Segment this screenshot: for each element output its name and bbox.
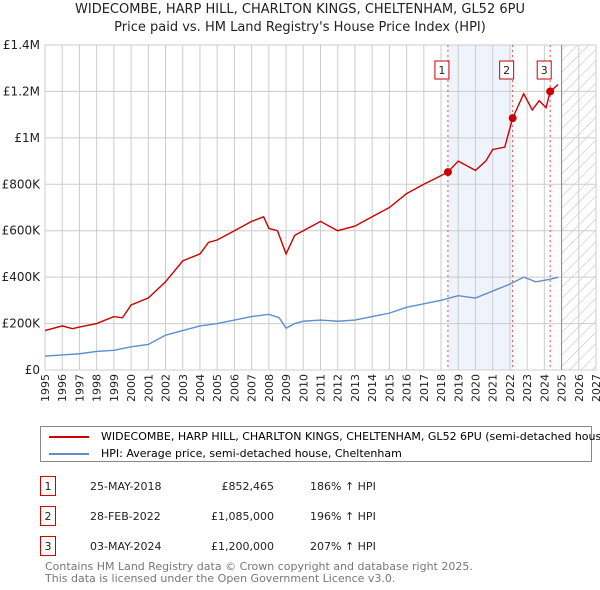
x-tick-label: 1998 — [91, 374, 104, 402]
x-tick-label: 2006 — [228, 374, 241, 402]
hpi-line — [44, 276, 559, 357]
sale-label: 3 — [541, 64, 548, 77]
sale-hpi: 196% ↑ HPI — [310, 509, 376, 523]
sale-row: 1 25-MAY-2018 £852,465 186% ↑ HPI — [40, 476, 376, 496]
sale-date: 25-MAY-2018 — [90, 479, 162, 493]
sale-label: 2 — [503, 64, 510, 77]
footer: Contains HM Land Registry data © Crown c… — [45, 561, 473, 585]
x-tick-label: 2007 — [246, 374, 259, 402]
x-tick-label: 2017 — [418, 374, 431, 402]
y-tick-label: £0 — [25, 363, 40, 377]
sale-price: £1,085,000 — [211, 509, 274, 523]
highlight-band — [447, 45, 513, 370]
sale-point — [546, 87, 555, 96]
sale-date: 03-MAY-2024 — [90, 539, 162, 553]
y-tick-label: £1.4M — [3, 38, 40, 52]
x-tick-label: 2019 — [452, 374, 465, 402]
x-tick-label: 2026 — [573, 374, 586, 402]
x-tick-label: 2018 — [435, 374, 448, 402]
x-tick-label: 2001 — [142, 374, 155, 402]
x-tick-label: 2012 — [332, 374, 345, 402]
sale-point — [443, 168, 452, 177]
sale-hpi: 207% ↑ HPI — [310, 539, 376, 553]
legend-hpi: HPI: Average price, semi-detached house,… — [101, 447, 402, 460]
sale-row: 2 28-FEB-2022 £1,085,000 196% ↑ HPI — [40, 506, 376, 526]
sale-point — [508, 114, 517, 123]
x-tick-label: 2004 — [194, 374, 207, 402]
y-tick-label: £200K — [2, 317, 42, 331]
chart-subtitle: Price paid vs. HM Land Registry's House … — [114, 20, 486, 35]
x-tick-label: 2000 — [125, 374, 138, 402]
x-tick-label: 1997 — [73, 374, 86, 402]
x-tick-label: 2008 — [263, 374, 276, 402]
legend-red-line — [49, 435, 89, 438]
x-tick-label: 2020 — [469, 374, 482, 402]
y-tick-label: £600K — [2, 224, 42, 238]
legend: WIDECOMBE, HARP HILL, CHARLTON KINGS, CH… — [40, 426, 600, 462]
sale-hpi: 186% ↑ HPI — [310, 479, 376, 493]
legend-property: WIDECOMBE, HARP HILL, CHARLTON KINGS, CH… — [101, 430, 600, 443]
sale-number: 3 — [40, 536, 56, 556]
sale-label-box — [499, 60, 515, 80]
x-tick-label: 2023 — [521, 374, 534, 402]
chart-title: WIDECOMBE, HARP HILL, CHARLTON KINGS, CH… — [75, 2, 525, 17]
sale-price: £852,465 — [221, 479, 275, 493]
y-tick-label: £1M — [14, 131, 40, 145]
x-tick-label: 2002 — [160, 374, 173, 402]
legend-blue-line — [49, 452, 89, 455]
plot-area: 1995 1996 1997 1998 1999 2000 2001 2002 2003 2004… — [2, 38, 600, 402]
footer-line1: Contains HM Land Registry data © Crown c… — [45, 560, 473, 573]
x-tick-label: 1995 — [39, 374, 52, 402]
x-tick-label: 2013 — [349, 374, 362, 402]
x-tick-label: 2009 — [280, 374, 293, 402]
y-tick-label: £400K — [2, 270, 42, 284]
sale-label-box — [536, 60, 552, 80]
sale-row: 3 03-MAY-2024 £1,200,000 207% ↑ HPI — [40, 536, 376, 556]
x-tick-label: 2016 — [401, 374, 414, 402]
sale-label-box — [434, 60, 450, 80]
x-tick-label: 2025 — [556, 374, 569, 402]
x-tick-label: 2015 — [383, 374, 396, 402]
footer-line2: This data is licensed under the Open Gov… — [45, 572, 396, 585]
x-tick-label: 1996 — [56, 374, 69, 402]
sale-number: 1 — [40, 476, 56, 496]
sale-price: £1,200,000 — [211, 539, 274, 553]
x-tick-label: 2022 — [504, 374, 517, 402]
x-tick-label: 2010 — [297, 374, 310, 402]
sale-label: 1 — [438, 64, 445, 77]
price-line — [44, 83, 559, 332]
y-tick-label: £800K — [2, 177, 42, 191]
x-tick-label: 2024 — [538, 374, 551, 402]
x-tick-label: 2027 — [590, 374, 600, 402]
x-tick-label: 2021 — [487, 374, 500, 402]
x-tick-label: 1999 — [108, 374, 121, 402]
sale-number: 2 — [40, 506, 56, 526]
x-tick-label: 2014 — [366, 374, 379, 402]
y-tick-label: £1.2M — [3, 84, 40, 98]
x-tick-label: 2005 — [211, 374, 224, 402]
x-tick-label: 2003 — [177, 374, 190, 402]
x-tick-label: 2011 — [315, 374, 328, 402]
sale-date: 28-FEB-2022 — [90, 509, 161, 523]
